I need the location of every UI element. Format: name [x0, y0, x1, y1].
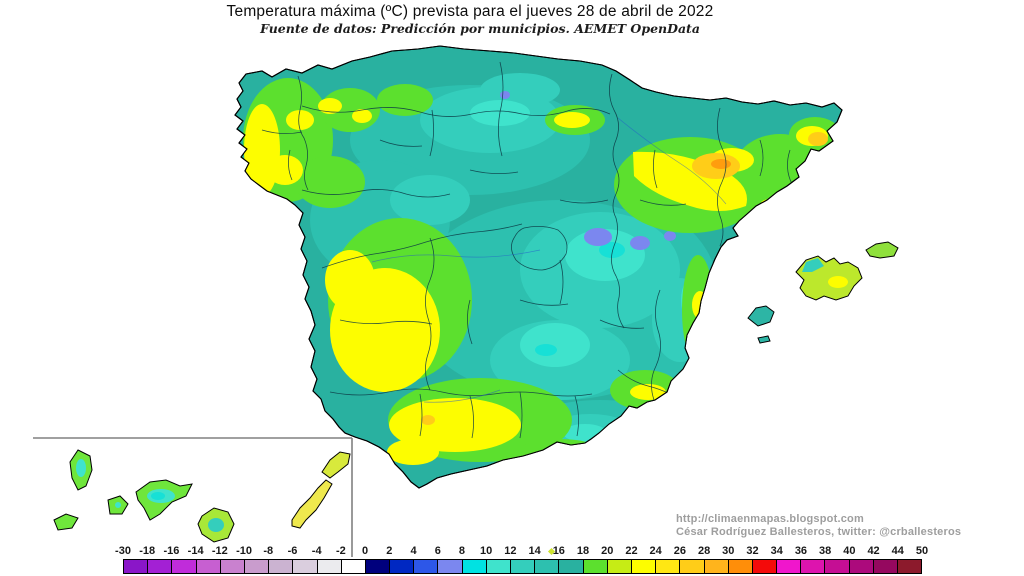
legend-tick-label: 12 — [504, 545, 517, 557]
canary-islands — [53, 449, 351, 543]
legend-tick-label: 0 — [362, 545, 369, 557]
legend-tick-label: 20 — [601, 545, 614, 557]
province-borders — [261, 61, 793, 439]
legend-tick-label: 28 — [697, 545, 711, 557]
legend-tick-label: 8 — [458, 545, 466, 557]
balearic-islands — [747, 241, 899, 344]
legend-tick-label: 34 — [770, 545, 783, 557]
island-fuerteventura — [291, 479, 333, 529]
legend-cell — [848, 560, 873, 573]
legend-tick-label: -12 — [211, 545, 228, 557]
legend-bar — [123, 559, 922, 574]
legend-cell — [485, 560, 510, 573]
legend-tick-label: 32 — [746, 545, 759, 557]
legend-cell — [897, 560, 922, 573]
legend-cell — [243, 560, 269, 573]
legend-cell — [389, 560, 414, 573]
legend-tick-label: -8 — [263, 545, 274, 557]
legend-cell — [776, 560, 801, 573]
legend-cell — [800, 560, 825, 573]
legend-tick-label: -18 — [139, 545, 156, 557]
page-subtitle: Fuente de datos: Predicción por municipi… — [260, 21, 700, 36]
legend-tick-label: 18 — [576, 545, 590, 557]
legend-tick-label: 6 — [434, 545, 441, 557]
legend-tick-label: 10 — [480, 545, 493, 557]
yellow-patches — [244, 98, 828, 465]
legend-cell — [461, 560, 486, 573]
legend-tick-label: -6 — [287, 545, 298, 557]
legend-tick-label: 26 — [673, 545, 686, 557]
legend-cell — [219, 560, 244, 573]
legend-cell — [824, 560, 849, 573]
legend-tick-label: -16 — [163, 545, 180, 557]
legend-cell — [751, 560, 777, 573]
legend-tick-label: 14 — [528, 545, 541, 557]
legend-tick-label: 16 — [552, 545, 565, 557]
legend-cell — [582, 560, 607, 573]
island-ibiza — [747, 305, 775, 327]
legend-tick-label: 36 — [794, 545, 808, 557]
legend-cell — [124, 560, 148, 573]
legend-cell — [268, 560, 293, 573]
island-el-hierro — [53, 513, 79, 531]
legend-cell — [413, 560, 438, 573]
legend-cell — [364, 560, 390, 573]
legend-tick-label: 30 — [722, 545, 735, 557]
attribution: http://climaenmapas.blogspot.com César R… — [676, 513, 961, 538]
legend-cell — [147, 560, 172, 573]
legend-cell — [510, 560, 535, 573]
island-lanzarote — [321, 451, 351, 479]
legend-cell — [437, 560, 462, 573]
legend-cell — [171, 560, 196, 573]
legend-cell — [630, 560, 656, 573]
legend-cell — [655, 560, 680, 573]
legend-cell — [703, 560, 728, 573]
legend-cell — [679, 560, 704, 573]
legend-tick-label: 42 — [867, 545, 880, 557]
rivers — [371, 117, 727, 403]
legend-cell — [606, 560, 631, 573]
island-formentera — [757, 335, 771, 344]
legend-tick-label: 40 — [843, 545, 856, 557]
legend-tick-label: 22 — [625, 545, 638, 557]
legend-tick-label: -10 — [236, 545, 252, 557]
cold-violet-patches — [500, 91, 676, 250]
legend-tick-label: 2 — [386, 545, 393, 557]
attribution-url: http://climaenmapas.blogspot.com — [676, 513, 864, 525]
legend-cell — [316, 560, 341, 573]
legend-scale-labels: -30 -18 -16 -14 -12 -10 -8 -6 -4 -2 0 2 4 6 8 10 12 14 16 1… — [0, 545, 1024, 557]
canary-inset-box — [33, 437, 353, 557]
legend-cell — [292, 560, 317, 573]
legend-tick-label: 24 — [649, 545, 662, 557]
page-title: Temperatura máxima (ºC) prevista para el… — [226, 3, 714, 20]
legend-cell — [872, 560, 897, 573]
legend-cell — [727, 560, 752, 573]
legend-tick-label: -4 — [311, 545, 322, 557]
legend-cell — [534, 560, 559, 573]
legend-cell — [195, 560, 220, 573]
legend-tick-label: 50 — [915, 545, 929, 557]
peninsula-coastline — [234, 45, 843, 489]
legend-cell — [340, 560, 365, 573]
legend-tick-label: -30 — [115, 545, 131, 557]
legend-tick-label: -2 — [336, 545, 346, 557]
legend-tick-label: 38 — [819, 545, 832, 557]
legend-cell — [558, 560, 583, 573]
legend-tick-label: 44 — [891, 545, 904, 557]
legend-tick-label: -14 — [187, 545, 204, 557]
island-menorca — [865, 241, 899, 259]
orange-core — [711, 159, 731, 169]
legend-tick-label: 4 — [410, 545, 417, 557]
attribution-credit: César Rodríguez Ballesteros, twitter: @c… — [676, 525, 962, 538]
